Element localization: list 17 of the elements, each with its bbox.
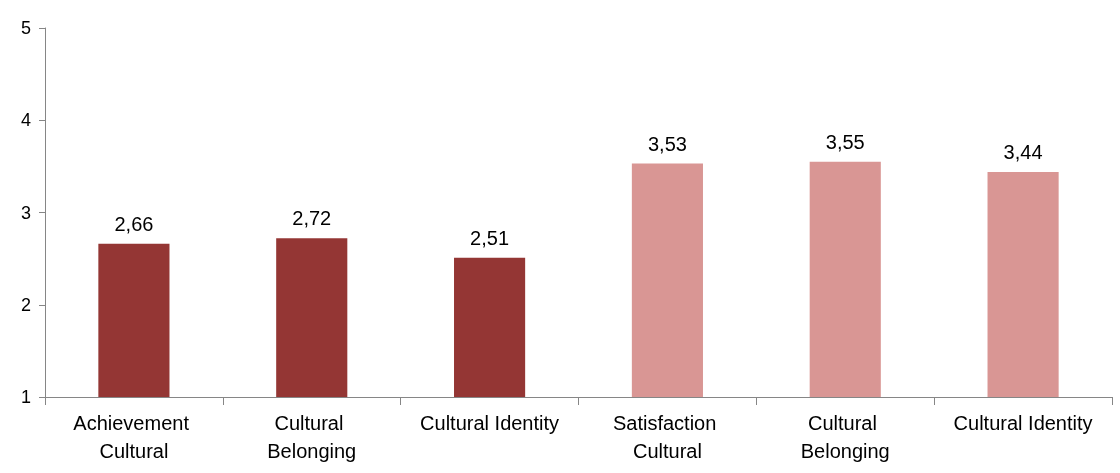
data-label: 2,72 [292, 207, 332, 230]
x-tick-label: Achievement Cultural [73, 412, 195, 462]
x-tick-label: Cultural Identity [420, 412, 560, 434]
data-label: 3,55 [825, 130, 865, 153]
y-tick-label: 5 [20, 18, 31, 38]
x-tick-label: Cultural Belonging [267, 412, 357, 462]
data-label: 2,51 [470, 226, 510, 249]
y-tick-label: 1 [20, 387, 31, 407]
x-tick-label: Satisfaction Cultural [612, 412, 722, 462]
x-tick-label: Cultural Belonging [800, 412, 890, 462]
y-tick-label: 3 [20, 202, 31, 223]
y-tick-label: 4 [20, 110, 31, 131]
y-tick-label: 2 [20, 294, 31, 315]
x-tick-label: Cultural Identity [953, 412, 1093, 434]
data-label: 2,66 [114, 212, 154, 235]
data-label: 3,53 [647, 132, 687, 155]
data-label: 3,44 [1003, 140, 1043, 163]
